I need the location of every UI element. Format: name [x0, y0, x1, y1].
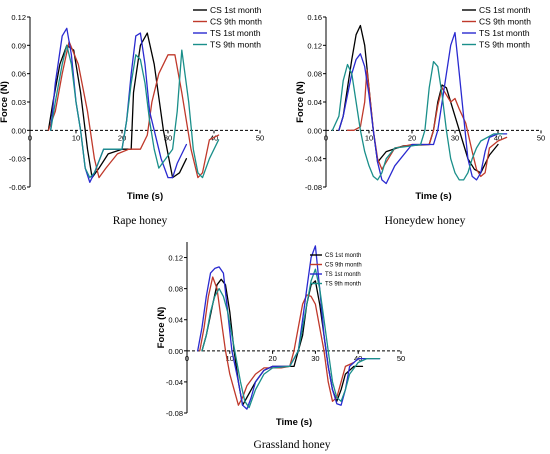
x-axis-label: Time (s) — [276, 417, 312, 428]
y-tick-label: 0.12 — [11, 13, 26, 22]
y-tick-label: -0.04 — [305, 155, 322, 164]
x-tick-label: 10 — [226, 354, 234, 363]
x-tick-label: 50 — [537, 133, 545, 142]
x-tick-label: 10 — [365, 133, 373, 142]
y-tick-label: 0.04 — [307, 98, 322, 107]
x-tick-label: 10 — [72, 133, 80, 142]
x-tick-label: 20 — [118, 133, 126, 142]
y-axis-label: Force (N) — [0, 81, 10, 123]
y-tick-label: 0.09 — [11, 41, 26, 50]
legend-label: CS 9th month — [210, 16, 262, 26]
series-line-1 — [338, 24, 499, 174]
chart-caption: Rape honey — [113, 215, 168, 227]
series-line-4 — [331, 60, 503, 181]
chart-caption: Grassland honey — [254, 439, 331, 451]
x-tick-label: 50 — [256, 133, 264, 142]
y-tick-label: 0.08 — [307, 70, 322, 79]
y-tick-label: 0.00 — [168, 347, 183, 356]
chart-caption: Honeydew honey — [385, 215, 466, 227]
x-tick-label: 30 — [311, 354, 319, 363]
x-tick-label: 0 — [324, 133, 328, 142]
y-tick-label: 0.12 — [168, 254, 183, 263]
y-tick-label: 0.04 — [168, 316, 183, 325]
legend: CS 1st month CS 9th month TS 1st month TS 9… — [310, 253, 362, 288]
x-tick-label: 0 — [28, 133, 32, 142]
x-tick-label: 30 — [164, 133, 172, 142]
legend-label: TS 9th month — [210, 39, 261, 49]
chart-1: -0.06-0.030.000.030.060.090.120 10 20 30 40 5… — [0, 5, 264, 227]
series-line-2 — [47, 40, 220, 179]
x-axis-label: Time (s) — [415, 191, 451, 202]
series-line-3 — [338, 31, 508, 185]
legend-label: TS 1st month — [210, 28, 261, 38]
y-axis-label: Force (N) — [295, 81, 306, 123]
series-line-4 — [50, 44, 220, 179]
y-tick-label: -0.04 — [166, 378, 183, 387]
legend-label: CS 1st month — [479, 5, 531, 15]
chart-3: -0.08-0.040.000.040.080.120 10 20 30 40 50Tim… — [156, 242, 405, 451]
legend-label: CS 1st month — [210, 5, 262, 15]
legend-label: CS 9th month — [479, 16, 531, 26]
chart-2: -0.08 -0.04 0.00 0.04 0.08 0.12 0.16 0 10 20 30 40 5… — [295, 5, 545, 227]
legend-label: CS 9th month — [325, 263, 362, 269]
y-tick-label: 0.06 — [11, 70, 26, 79]
series-line-3 — [197, 245, 381, 410]
y-tick-label: 0.12 — [307, 41, 322, 50]
y-tick-label: 0.03 — [11, 98, 26, 107]
legend-label: CS 1st month — [325, 253, 361, 259]
y-axis-label: Force (N) — [156, 307, 167, 349]
legend-label: TS 9th month — [479, 39, 530, 49]
y-tick-label: 0.08 — [168, 285, 183, 294]
y-tick-label: -0.06 — [9, 183, 26, 192]
series-line-4 — [201, 268, 381, 409]
series-line-2 — [346, 69, 508, 178]
x-tick-label: 20 — [268, 354, 276, 363]
x-tick-label: 0 — [185, 354, 189, 363]
legend-label: TS 9th month — [325, 282, 361, 288]
legend-label: TS 1st month — [325, 272, 361, 278]
x-axis-label: Time (s) — [127, 191, 163, 202]
y-tick-label: 0.00 — [11, 126, 26, 135]
x-tick-label: 40 — [494, 133, 502, 142]
y-tick-label: 0.16 — [307, 13, 322, 22]
legend-label: TS 1st month — [479, 28, 530, 38]
y-tick-label: 0.00 — [307, 126, 322, 135]
y-tick-label: -0.08 — [305, 183, 322, 192]
x-tick-label: 20 — [408, 133, 416, 142]
y-tick-label: -0.08 — [166, 409, 183, 418]
x-tick-label: 30 — [451, 133, 459, 142]
y-tick-label: -0.03 — [9, 155, 26, 164]
x-tick-label: 50 — [397, 354, 405, 363]
